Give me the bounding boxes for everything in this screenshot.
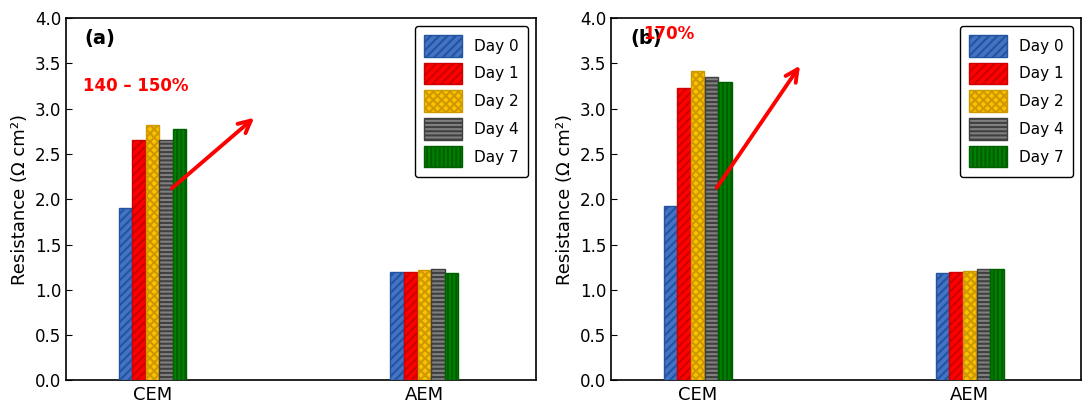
- Bar: [963, 271, 976, 380]
- Y-axis label: Resistance (Ω cm²): Resistance (Ω cm²): [11, 114, 29, 285]
- Bar: [444, 273, 459, 380]
- Text: 170%: 170%: [643, 25, 695, 44]
- Text: (b): (b): [630, 29, 662, 48]
- Bar: [704, 77, 717, 380]
- Bar: [664, 205, 677, 380]
- Bar: [677, 88, 691, 380]
- Bar: [119, 208, 132, 380]
- Text: 140 – 150%: 140 – 150%: [83, 77, 189, 95]
- Text: (a): (a): [85, 29, 116, 48]
- Legend: Day 0, Day 1, Day 2, Day 4, Day 7: Day 0, Day 1, Day 2, Day 4, Day 7: [960, 26, 1073, 177]
- Bar: [719, 83, 732, 380]
- Bar: [990, 269, 1004, 380]
- Bar: [173, 129, 187, 380]
- Bar: [132, 140, 145, 380]
- Bar: [404, 272, 417, 380]
- Legend: Day 0, Day 1, Day 2, Day 4, Day 7: Day 0, Day 1, Day 2, Day 4, Day 7: [415, 26, 527, 177]
- Bar: [391, 272, 404, 380]
- Bar: [976, 269, 990, 380]
- Bar: [145, 125, 159, 380]
- Y-axis label: Resistance (Ω cm²): Resistance (Ω cm²): [557, 114, 574, 285]
- Bar: [949, 272, 963, 380]
- Bar: [691, 71, 704, 380]
- Bar: [417, 270, 431, 380]
- Bar: [431, 269, 444, 380]
- Bar: [936, 273, 949, 380]
- Bar: [159, 140, 173, 380]
